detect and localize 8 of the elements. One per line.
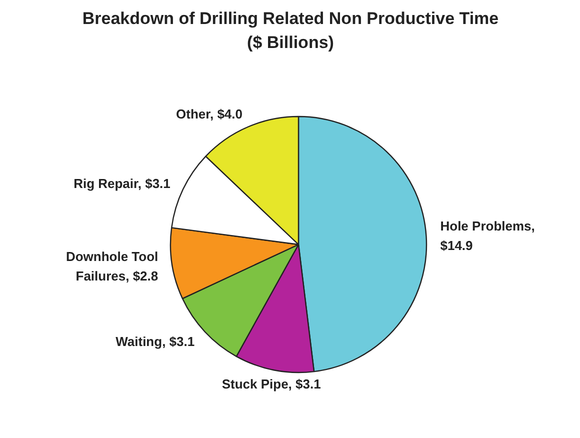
slice-label: Waiting, $3.1 [116,334,195,349]
chart-title: Breakdown of Drilling Related Non Productive Time [82,9,499,28]
slice-label: Other, $4.0 [176,106,243,122]
slice-label: Downhole Tool Failures, $2.8 [66,248,158,284]
slice-label: Hole Problems, $14.9 [440,218,535,254]
slice-label: Stuck Pipe, $3.1 [222,376,321,392]
slice-label: Rig Repair, $3.1 [74,176,170,191]
chart-subtitle: ($ Billions) [247,33,334,52]
